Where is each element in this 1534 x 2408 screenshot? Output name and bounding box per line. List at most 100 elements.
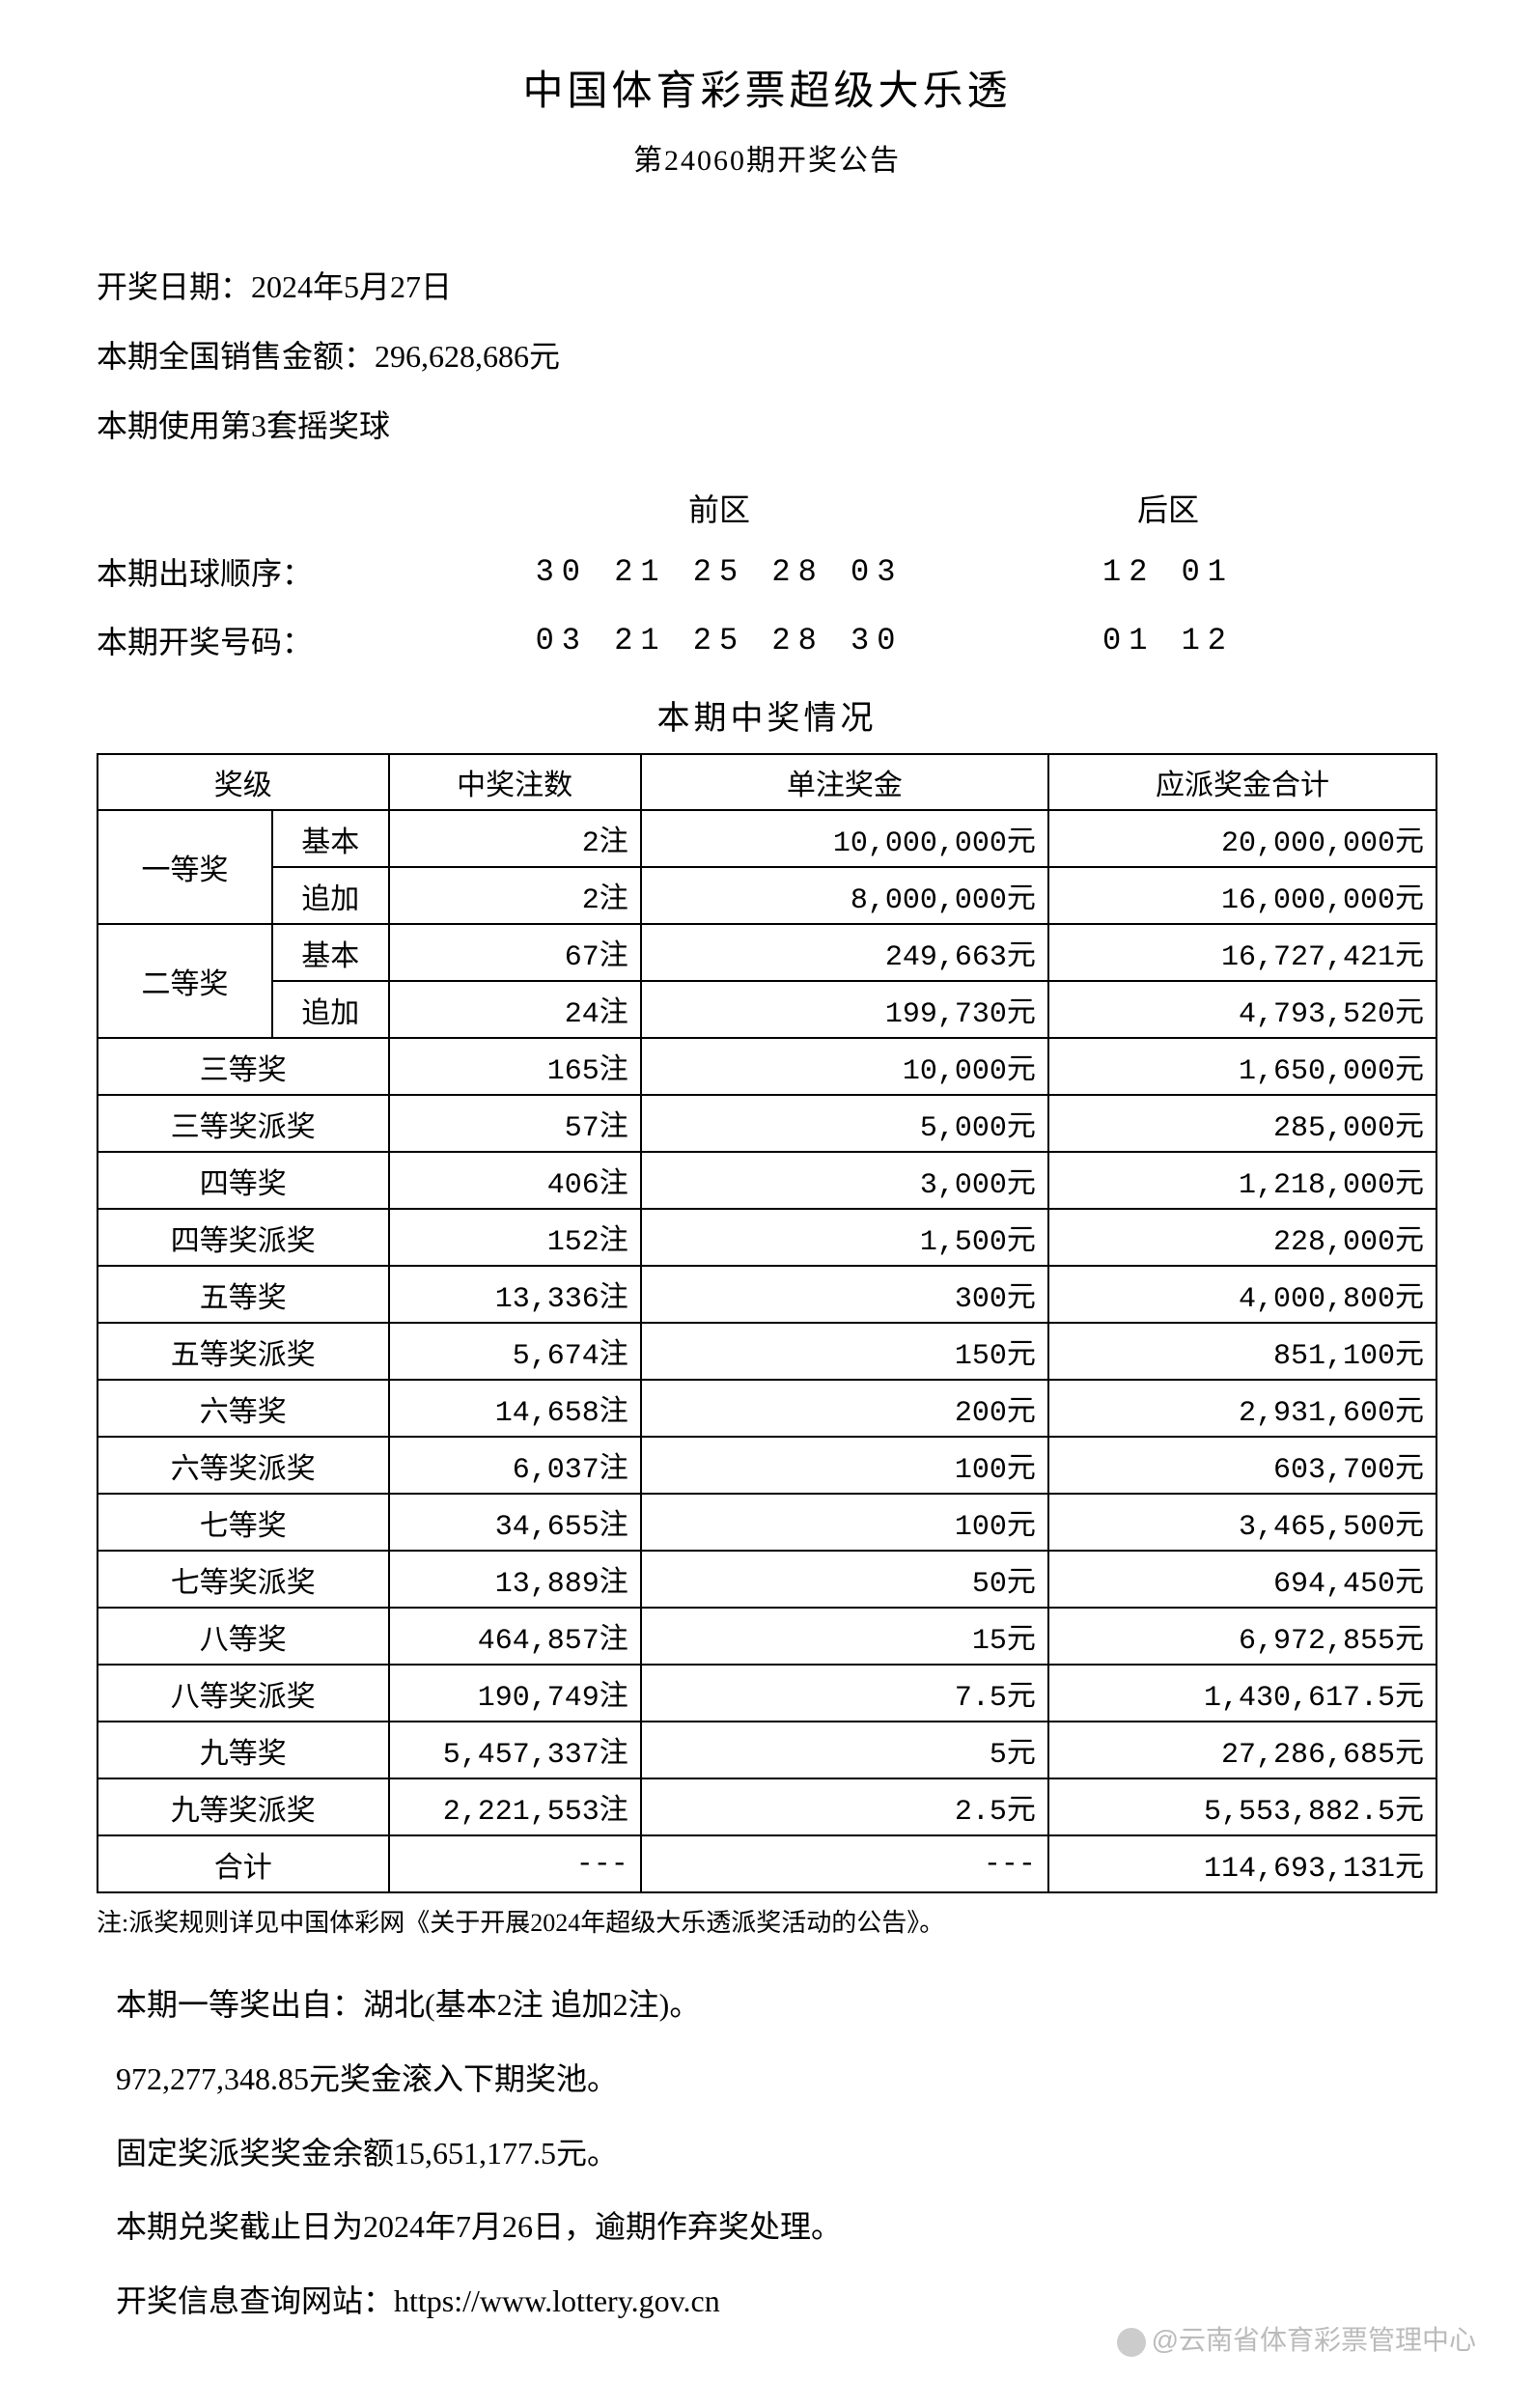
cell-count: 165注 xyxy=(389,1038,641,1095)
cell-count: 14,658注 xyxy=(389,1380,641,1437)
cell-amount: 3,000元 xyxy=(641,1152,1048,1209)
cell-amount: 100元 xyxy=(641,1494,1048,1551)
table-row: 四等奖406注3,000元1,218,000元 xyxy=(98,1152,1436,1209)
cell-level: 一等奖 xyxy=(98,810,272,924)
table-row: 五等奖13,336注300元4,000,800元 xyxy=(98,1266,1436,1323)
cell-amount: 1,500元 xyxy=(641,1209,1048,1266)
table-row: 追加24注199,730元4,793,520元 xyxy=(98,981,1436,1038)
cell-amount: 10,000,000元 xyxy=(641,810,1048,867)
cell-count: 406注 xyxy=(389,1152,641,1209)
zone-headers: 前区 后区 xyxy=(97,486,1437,530)
cell-amount: 5,000元 xyxy=(641,1095,1048,1152)
cell-level: 九等奖 xyxy=(98,1722,389,1778)
winning-back: 01 12 xyxy=(975,623,1361,658)
cell-amount: 2.5元 xyxy=(641,1778,1048,1835)
cell-sublevel: 基本 xyxy=(272,924,389,981)
footer-note: 注:派奖规则详见中国体彩网《关于开展2024年超级大乐透派奖活动的公告》。 xyxy=(97,1903,1437,1939)
cell-total: 285,000元 xyxy=(1048,1095,1436,1152)
draw-date: 开奖日期：2024年5月27日 xyxy=(97,256,1437,318)
table-row: 七等奖派奖13,889注50元694,450元 xyxy=(98,1551,1436,1608)
table-row: 九等奖派奖2,221,553注2.5元5,553,882.5元 xyxy=(98,1778,1436,1835)
below-line-2: 972,277,348.85元奖金滚入下期奖池。 xyxy=(116,2042,1437,2116)
below-info: 本期一等奖出自：湖北(基本2注 追加2注)。 972,277,348.85元奖金… xyxy=(97,1968,1437,2338)
th-count: 中奖注数 xyxy=(389,754,641,810)
table-row: 八等奖464,857注15元6,972,855元 xyxy=(98,1608,1436,1665)
th-amount: 单注奖金 xyxy=(641,754,1048,810)
cell-amount: 10,000元 xyxy=(641,1038,1048,1095)
cell-total: 27,286,685元 xyxy=(1048,1722,1436,1778)
cell-amount: 100元 xyxy=(641,1437,1048,1494)
cell-total: 694,450元 xyxy=(1048,1551,1436,1608)
cell-total: 4,793,520元 xyxy=(1048,981,1436,1038)
cell-total: 1,430,617.5元 xyxy=(1048,1665,1436,1722)
cell-level: 八等奖派奖 xyxy=(98,1665,389,1722)
cell-level: 六等奖派奖 xyxy=(98,1437,389,1494)
cell-count: 2注 xyxy=(389,810,641,867)
cell-total: 6,972,855元 xyxy=(1048,1608,1436,1665)
th-total: 应派奖金合计 xyxy=(1048,754,1436,810)
cell-count: 13,889注 xyxy=(389,1551,641,1608)
table-row: 三等奖165注10,000元1,650,000元 xyxy=(98,1038,1436,1095)
cell-amount: 300元 xyxy=(641,1266,1048,1323)
info-block: 开奖日期：2024年5月27日 本期全国销售金额：296,628,686元 本期… xyxy=(97,256,1437,457)
cell-level: 七等奖派奖 xyxy=(98,1551,389,1608)
draw-order-label: 本期出球顺序： xyxy=(97,549,463,594)
cell-level: 九等奖派奖 xyxy=(98,1778,389,1835)
ball-set: 本期使用第3套摇奖球 xyxy=(97,395,1437,457)
cell-count: 34,655注 xyxy=(389,1494,641,1551)
table-row: 七等奖34,655注100元3,465,500元 xyxy=(98,1494,1436,1551)
watermark: @云南省体育彩票管理中心 xyxy=(1117,2319,1476,2358)
cell-amount: 200元 xyxy=(641,1380,1048,1437)
table-row: 五等奖派奖5,674注150元851,100元 xyxy=(98,1323,1436,1380)
watermark-icon xyxy=(1117,2328,1146,2357)
page-title: 中国体育彩票超级大乐透 xyxy=(97,58,1437,117)
table-row: 一等奖基本2注10,000,000元20,000,000元 xyxy=(98,810,1436,867)
cell-amount: 7.5元 xyxy=(641,1665,1048,1722)
cell-level: 四等奖 xyxy=(98,1152,389,1209)
numbers-section: 前区 后区 本期出球顺序： 30 21 25 28 03 12 01 本期开奖号… xyxy=(97,486,1437,662)
cell-total: 228,000元 xyxy=(1048,1209,1436,1266)
cell-level: 五等奖派奖 xyxy=(98,1323,389,1380)
winning-row: 本期开奖号码： 03 21 25 28 30 01 12 xyxy=(97,618,1437,662)
cell-total: 1,218,000元 xyxy=(1048,1152,1436,1209)
draw-order-row: 本期出球顺序： 30 21 25 28 03 12 01 xyxy=(97,549,1437,594)
cell-total: 4,000,800元 xyxy=(1048,1266,1436,1323)
cell-level: 六等奖 xyxy=(98,1380,389,1437)
th-level: 奖级 xyxy=(98,754,389,810)
table-row: 合计------114,693,131元 xyxy=(98,1835,1436,1892)
table-row: 六等奖14,658注200元2,931,600元 xyxy=(98,1380,1436,1437)
front-zone-label: 前区 xyxy=(463,486,975,530)
cell-sublevel: 基本 xyxy=(272,810,389,867)
page-subtitle: 第24060期开奖公告 xyxy=(97,136,1437,179)
table-row: 八等奖派奖190,749注7.5元1,430,617.5元 xyxy=(98,1665,1436,1722)
cell-count: 152注 xyxy=(389,1209,641,1266)
cell-sublevel: 追加 xyxy=(272,981,389,1038)
cell-count: 5,457,337注 xyxy=(389,1722,641,1778)
cell-total: 1,650,000元 xyxy=(1048,1038,1436,1095)
winning-label: 本期开奖号码： xyxy=(97,618,463,662)
cell-level: 七等奖 xyxy=(98,1494,389,1551)
sales-amount: 本期全国销售金额：296,628,686元 xyxy=(97,325,1437,387)
cell-total: 2,931,600元 xyxy=(1048,1380,1436,1437)
table-row: 追加2注8,000,000元16,000,000元 xyxy=(98,867,1436,924)
cell-total: 3,465,500元 xyxy=(1048,1494,1436,1551)
cell-sublevel: 追加 xyxy=(272,867,389,924)
cell-total: 114,693,131元 xyxy=(1048,1835,1436,1892)
cell-total: 16,000,000元 xyxy=(1048,867,1436,924)
below-line-4: 本期兑奖截止日为2024年7月26日，逾期作弃奖处理。 xyxy=(116,2190,1437,2264)
cell-amount: 5元 xyxy=(641,1722,1048,1778)
cell-count: 2,221,553注 xyxy=(389,1778,641,1835)
cell-amount: 249,663元 xyxy=(641,924,1048,981)
cell-level: 三等奖派奖 xyxy=(98,1095,389,1152)
winning-front: 03 21 25 28 30 xyxy=(463,623,975,658)
cell-count: --- xyxy=(389,1835,641,1892)
cell-count: 13,336注 xyxy=(389,1266,641,1323)
below-line-1: 本期一等奖出自：湖北(基本2注 追加2注)。 xyxy=(116,1968,1437,2042)
cell-amount: --- xyxy=(641,1835,1048,1892)
cell-count: 2注 xyxy=(389,867,641,924)
cell-total: 603,700元 xyxy=(1048,1437,1436,1494)
cell-total: 5,553,882.5元 xyxy=(1048,1778,1436,1835)
cell-amount: 8,000,000元 xyxy=(641,867,1048,924)
back-zone-label: 后区 xyxy=(975,486,1361,530)
cell-count: 5,674注 xyxy=(389,1323,641,1380)
